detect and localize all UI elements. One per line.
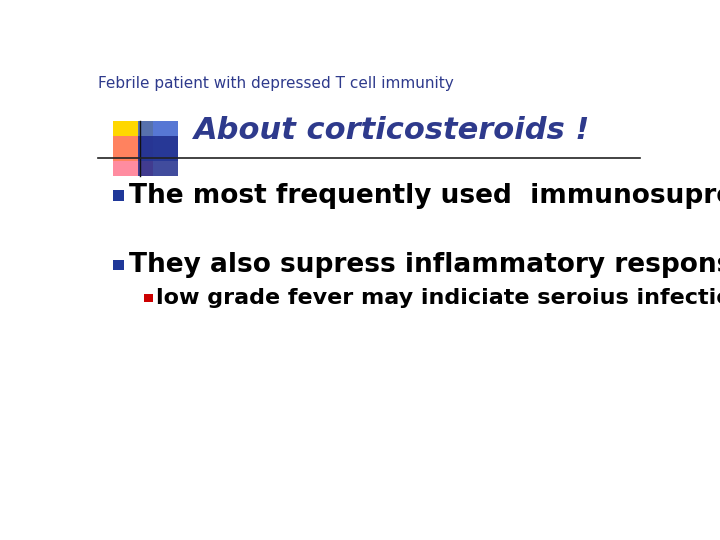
FancyBboxPatch shape [144,294,153,302]
FancyBboxPatch shape [113,121,153,161]
Text: About corticosteroids !: About corticosteroids ! [194,116,590,145]
Text: Febrile patient with depressed T cell immunity: Febrile patient with depressed T cell im… [98,76,454,91]
FancyBboxPatch shape [113,190,124,201]
Text: low grade fever may indiciate seroius infection: low grade fever may indiciate seroius in… [156,288,720,308]
FancyBboxPatch shape [138,121,178,161]
Text: The most frequently used  immunosupression: The most frequently used immunosupressio… [129,183,720,208]
FancyBboxPatch shape [113,260,124,271]
FancyBboxPatch shape [138,137,178,177]
FancyBboxPatch shape [113,137,153,177]
Text: They also supress inflammatory response: They also supress inflammatory response [129,252,720,278]
